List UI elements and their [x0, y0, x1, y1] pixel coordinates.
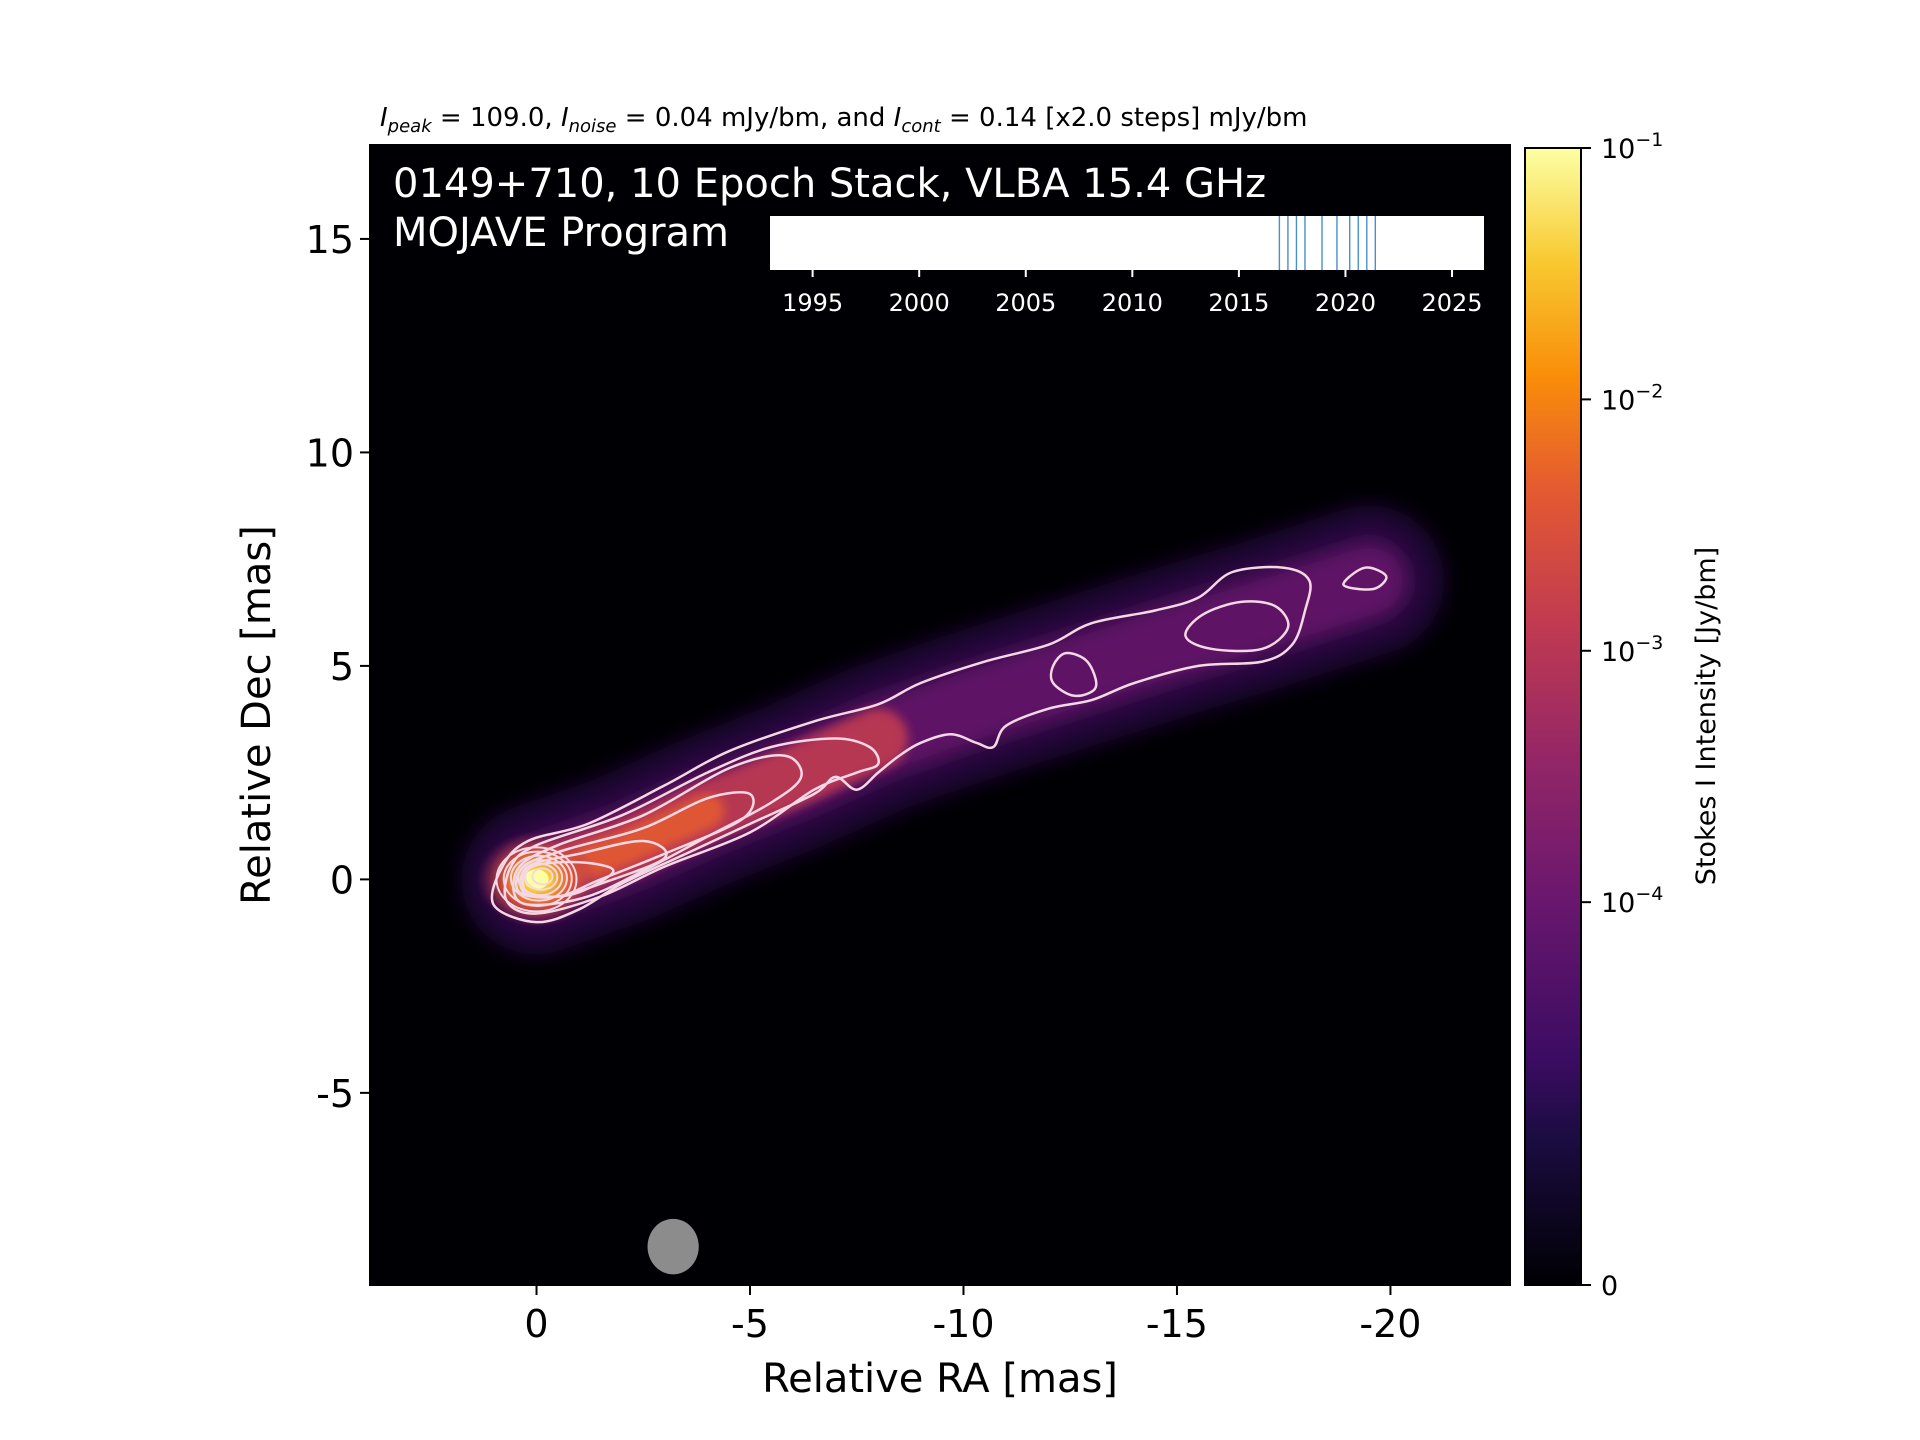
map-frame — [369, 144, 1511, 1286]
y-tick-label: -5 — [316, 1072, 354, 1116]
contour-line — [1049, 651, 1098, 698]
x-axis-label: Relative RA [mas] — [762, 1356, 1118, 1402]
x-tick-label: -10 — [932, 1302, 994, 1346]
contour-line — [512, 754, 803, 907]
epoch-timeline: 1995 2000 2005 2010 2015 2020 2025 — [770, 216, 1484, 317]
x-axis-ticks: 0 -5 -10 -15 -20 — [524, 1285, 1421, 1346]
contour-line — [503, 737, 880, 915]
core-contour — [495, 846, 578, 913]
y-axis-label: Relative Dec [mas] — [234, 525, 280, 905]
core-contour — [517, 858, 564, 897]
contour-line — [1342, 566, 1388, 591]
timeline-tick-label: 2020 — [1315, 289, 1376, 317]
core-contour — [509, 854, 568, 902]
x-tick-label: -5 — [731, 1302, 769, 1346]
colorbar-tick-label: 10−1 — [1601, 129, 1663, 165]
colorbar-tick-label: 10−3 — [1601, 632, 1663, 668]
colorbar-tick-label: 10−2 — [1601, 380, 1663, 416]
timeline-tick-label: 2005 — [995, 289, 1056, 317]
map-title-line1: 0149+710, 10 Epoch Stack, VLBA 15.4 GHz — [393, 161, 1266, 207]
chart-header: Ipeak = 109.0, Inoise = 0.04 mJy/bm, and… — [380, 103, 1308, 137]
jet-emission — [461, 505, 1445, 955]
y-axis-ticks: -5 0 5 10 15 — [306, 218, 370, 1116]
y-tick-label: 5 — [330, 645, 354, 689]
core-contour — [531, 867, 554, 886]
colorbar: 0 10−4 10−3 10−2 10−1 Stokes I Intensity [Jy… — [1524, 129, 1722, 1302]
core-contour — [502, 850, 573, 907]
colorbar-tick-label: 10−4 — [1601, 883, 1663, 919]
y-tick-label: 15 — [306, 218, 354, 262]
colorbar-label: Stokes I Intensity [Jy/bm] — [1691, 547, 1722, 885]
timeline-box — [770, 216, 1484, 270]
colorbar-ticks: 0 10−4 10−3 10−2 10−1 — [1581, 129, 1663, 1302]
colorbar-gradient — [1524, 147, 1582, 1286]
y-tick-label: 0 — [330, 858, 354, 902]
colorbar-tick-label: 0 — [1601, 1271, 1618, 1302]
core-contour — [524, 863, 559, 891]
x-tick-label: -15 — [1146, 1302, 1208, 1346]
timeline-tick-label: 2025 — [1421, 289, 1482, 317]
timeline-tick-label: 2000 — [889, 289, 950, 317]
x-tick-label: 0 — [524, 1302, 548, 1346]
timeline-tick-label: 2015 — [1208, 289, 1269, 317]
map-title-line2: MOJAVE Program — [393, 210, 729, 256]
map-panel: 0 -5 -10 -15 -20 -5 0 5 10 15 0149+710, 10 Epoch… — [306, 144, 1511, 1346]
beam-ellipse — [647, 1218, 699, 1275]
core-peak — [524, 869, 549, 890]
contour-line — [1184, 600, 1290, 653]
timeline-ticks: 1995 2000 2005 2010 2015 2020 2025 — [782, 270, 1483, 317]
timeline-tick-label: 1995 — [782, 289, 843, 317]
timeline-tick-label: 2010 — [1102, 289, 1163, 317]
y-tick-label: 10 — [306, 431, 354, 475]
epoch-lines — [1278, 216, 1377, 270]
contour-layer — [490, 565, 1388, 924]
x-tick-label: -20 — [1359, 1302, 1421, 1346]
contour-line — [514, 791, 755, 899]
